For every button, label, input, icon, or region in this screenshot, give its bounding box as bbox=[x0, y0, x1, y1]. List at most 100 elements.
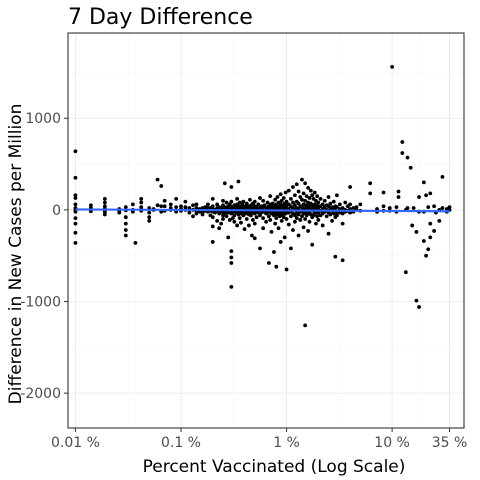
data-point bbox=[396, 189, 401, 194]
data-point bbox=[183, 199, 188, 204]
data-point bbox=[215, 202, 220, 207]
data-point bbox=[368, 181, 373, 186]
data-point bbox=[328, 212, 333, 217]
data-point bbox=[123, 221, 128, 226]
data-point bbox=[278, 240, 283, 244]
data-point bbox=[326, 204, 331, 209]
data-point bbox=[284, 267, 289, 272]
data-point bbox=[73, 175, 78, 180]
data-point bbox=[296, 233, 301, 238]
data-point bbox=[265, 200, 270, 205]
data-point bbox=[387, 206, 392, 210]
data-point bbox=[235, 223, 239, 228]
data-point bbox=[308, 188, 313, 193]
data-point bbox=[426, 247, 431, 252]
data-point bbox=[304, 194, 309, 199]
data-point bbox=[88, 203, 93, 208]
data-point bbox=[368, 191, 373, 196]
data-point bbox=[139, 196, 144, 201]
data-point bbox=[268, 218, 273, 222]
data-point bbox=[300, 214, 304, 219]
data-point bbox=[340, 221, 345, 226]
data-point bbox=[194, 211, 199, 216]
data-point bbox=[174, 196, 179, 201]
data-point bbox=[289, 196, 293, 201]
data-point bbox=[300, 205, 304, 210]
y-axis-label: Difference in New Cases per Million bbox=[6, 104, 26, 405]
x-axis-label: Percent Vaccinated (Log Scale) bbox=[143, 457, 406, 477]
x-tick-label: 0.1 % bbox=[161, 435, 201, 451]
data-point bbox=[337, 202, 342, 207]
data-point bbox=[405, 206, 410, 210]
data-point bbox=[281, 215, 286, 220]
data-point bbox=[73, 216, 78, 221]
data-point bbox=[289, 246, 293, 251]
data-point bbox=[73, 230, 78, 235]
data-point bbox=[221, 217, 225, 221]
data-point bbox=[358, 202, 363, 207]
data-point bbox=[394, 205, 399, 210]
data-point bbox=[303, 323, 308, 328]
data-point bbox=[102, 212, 107, 217]
data-point bbox=[396, 195, 401, 199]
data-point bbox=[73, 209, 78, 214]
data-point bbox=[272, 250, 276, 254]
data-point bbox=[269, 229, 274, 234]
data-point bbox=[306, 185, 310, 190]
data-point bbox=[284, 217, 289, 221]
data-point bbox=[147, 215, 152, 220]
data-point bbox=[235, 196, 239, 201]
data-point bbox=[123, 215, 128, 220]
data-point bbox=[296, 189, 301, 194]
data-point bbox=[229, 255, 234, 260]
data-point bbox=[210, 215, 215, 220]
data-point bbox=[303, 217, 308, 221]
data-point bbox=[414, 229, 419, 234]
data-point bbox=[307, 196, 312, 200]
data-point bbox=[73, 149, 78, 154]
data-point bbox=[293, 203, 297, 208]
x-tick-label: 35 % bbox=[432, 435, 468, 451]
data-point bbox=[229, 261, 234, 265]
data-point bbox=[232, 219, 237, 224]
data-point bbox=[381, 204, 386, 209]
x-axis: 0.01 % 0.1 % 1 % 10 % 35 % bbox=[51, 428, 467, 451]
data-point bbox=[191, 203, 195, 208]
data-point bbox=[133, 240, 138, 245]
data-point bbox=[411, 206, 416, 210]
data-point bbox=[322, 198, 327, 203]
data-point bbox=[335, 193, 339, 198]
data-point bbox=[139, 200, 144, 205]
data-point bbox=[241, 199, 246, 204]
data-point bbox=[117, 210, 122, 215]
data-point bbox=[331, 199, 336, 204]
data-point bbox=[258, 246, 262, 251]
data-point bbox=[351, 206, 356, 210]
data-point bbox=[168, 202, 173, 207]
plot-panel bbox=[67, 32, 465, 429]
panel-border bbox=[67, 32, 465, 429]
data-point bbox=[222, 211, 227, 216]
data-point bbox=[428, 235, 433, 240]
data-point bbox=[417, 195, 421, 199]
data-point bbox=[294, 182, 299, 187]
data-point bbox=[210, 204, 215, 209]
data-point bbox=[266, 261, 271, 265]
data-point bbox=[123, 205, 128, 210]
data-point bbox=[159, 204, 164, 209]
data-point bbox=[183, 205, 188, 210]
data-point bbox=[174, 205, 179, 210]
data-point bbox=[179, 204, 183, 209]
data-point bbox=[335, 213, 339, 218]
data-point bbox=[440, 174, 445, 179]
data-point bbox=[294, 216, 299, 221]
data-point bbox=[268, 194, 273, 199]
data-point bbox=[159, 184, 164, 188]
data-point bbox=[73, 240, 78, 245]
data-point bbox=[426, 205, 431, 210]
data-point bbox=[244, 217, 249, 221]
data-point bbox=[229, 185, 234, 189]
y-tick-label: 0 bbox=[52, 203, 61, 219]
data-point bbox=[432, 229, 436, 233]
data-point bbox=[256, 202, 261, 207]
